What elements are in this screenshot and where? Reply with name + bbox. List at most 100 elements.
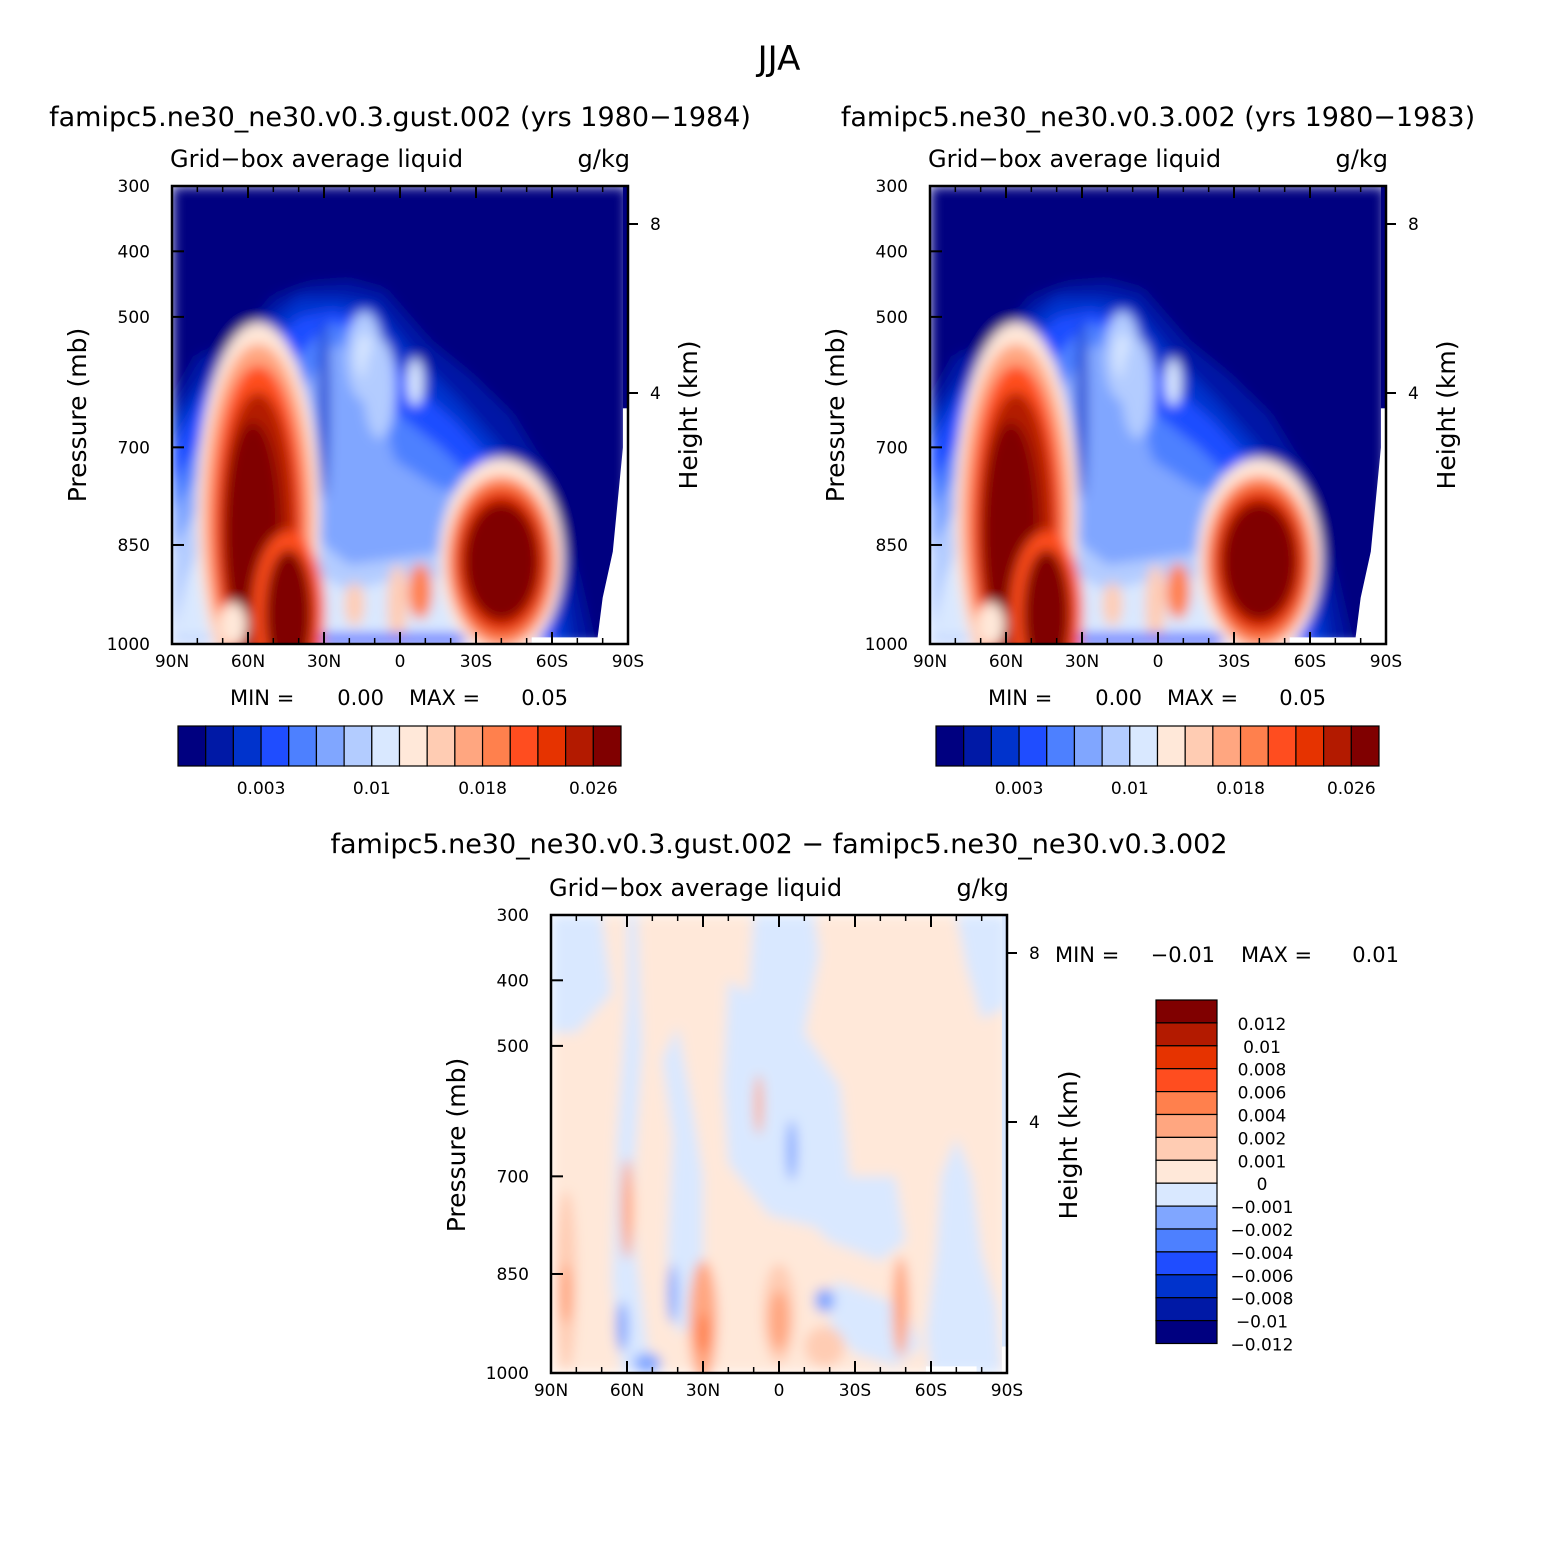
colorbar-cell [481,725,511,767]
neg-region [611,915,663,1373]
colorbar-cell [1212,725,1242,767]
colorbar-cell [1155,1182,1218,1207]
nh-gap [976,602,1005,644]
min-label: MIN = [988,686,1052,710]
x-tick-label: 30N [1065,652,1099,672]
y2-axis-label: Height (km) [1432,341,1461,490]
x-tick-label: 90N [155,652,189,672]
colorbar: 0.003 0.01 0.018 0.026 [177,725,622,799]
colorbar-cell [592,725,622,767]
edge-fill [622,186,628,409]
y2-tick-label: 4 [1408,384,1419,404]
y-tick-label: 400 [497,971,529,991]
units-subtitle: g/kg [1336,145,1388,173]
colorbar-cell [398,725,428,767]
colorbar-cell [1239,725,1269,767]
x-tick-label: 60S [536,652,568,672]
colorbar-cell [1018,725,1048,767]
colorbar-label: −0.002 [1231,1221,1294,1241]
y-tick-label: 400 [118,242,150,262]
max-value: 0.01 [1352,943,1399,967]
colorbar-cell [315,725,345,767]
colorbar-label: 0.008 [1238,1061,1287,1081]
colorbar-cell [1155,1205,1218,1230]
y-tick-label: 500 [876,308,908,328]
panel-title: famipc5.ne30_ne30.v0.3.gust.002 − famipc… [330,829,1227,860]
left-subtitle: Grid−box average liquid [928,145,1221,173]
x-tick-label: 60N [610,1381,644,1401]
x-tick-label: 0 [774,1381,785,1401]
nh-low-15 [264,549,313,644]
colorbar-label: 0.018 [458,779,507,799]
deep-streak [319,318,329,499]
missing-data [925,1366,977,1373]
colorbar-cell [1155,1090,1218,1116]
y-tick-label: 700 [876,438,908,458]
upper-core [1121,338,1154,439]
x-tick-label: 30S [839,1381,871,1401]
colorbar-label: −0.008 [1231,1290,1294,1310]
neg-spot [633,1353,662,1373]
colorbar-cell [205,725,234,767]
colorbar-label: 0.018 [1216,779,1265,799]
min-label: MIN = [230,686,294,710]
max-value: 0.05 [1279,686,1326,710]
colorbar-cell [1155,1113,1218,1138]
axes: 90N 60N 30N 0 30S 60S 90S 300 400 500 700 850 1000 8 4 [486,906,1040,1401]
colorbar-cell [1155,1228,1218,1253]
axes: 90N 60N 30N 0 30S 60S 90S 300 400 500 700 850 1000 8 4 [865,177,1419,672]
neg-region [662,1026,714,1334]
y2-tick-label: 4 [650,384,661,404]
max-value: 0.05 [521,686,568,710]
y-tick-label: 850 [118,536,150,556]
colorbar-label: 0.003 [995,779,1044,799]
x-tick-label: 30N [307,652,341,672]
contour-field [172,186,628,644]
tropical-bump [1166,563,1191,620]
edge-fill [1380,186,1386,409]
colorbar-label: −0.004 [1231,1244,1294,1264]
panel-gust: famipc5.ne30_ne30.v0.3.gust.002 (yrs 198… [49,102,751,799]
panel-control: famipc5.ne30_ne30.v0.3.002 (yrs 1980−198… [821,102,1475,799]
surface-band [1056,634,1272,644]
colorbar-cell [963,725,992,767]
colorbar-cell [565,725,594,767]
missing-data [1289,186,1386,644]
units-subtitle: g/kg [957,874,1009,902]
y2-tick-label: 8 [1408,215,1419,235]
x-tick-label: 60S [1294,652,1326,672]
x-tick-label: 30N [686,1381,720,1401]
x-tick-label: 90S [991,1381,1023,1401]
min-value: 0.00 [1095,686,1142,710]
min-value: 0.00 [337,686,384,710]
colorbar-label: 0.003 [237,779,286,799]
colorbar-label: 0.012 [1238,1015,1287,1035]
y-tick-label: 700 [497,1167,529,1187]
colorbar-cell [1155,1045,1218,1070]
colorbar-cell [1129,725,1159,767]
deep-streak [1077,318,1087,499]
colorbar-label: 0.01 [1243,1038,1281,1058]
y-tick-label: 500 [118,308,150,328]
colorbar-cell [1101,725,1131,767]
figure-title: JJA [756,39,801,79]
y2-tick-label: 4 [1029,1113,1040,1133]
upper-core [407,358,424,407]
pos-spot [892,1256,909,1357]
colorbar-label: 0 [1257,1175,1268,1195]
colorbar-cell [1267,725,1297,767]
min-value: −0.01 [1151,943,1215,967]
pos-spot [769,1290,789,1351]
field-layers [930,186,1386,644]
colorbar-cell [1295,725,1325,767]
neg-region [551,915,612,1033]
max-label: MAX = [1167,686,1238,710]
tropical-bump [344,582,365,627]
colorbar-cell [935,725,965,767]
nh-low-15 [1022,549,1071,644]
colorbar-cell [371,725,401,767]
colorbar-cell [1155,1136,1218,1161]
pos-spot [621,1158,633,1259]
